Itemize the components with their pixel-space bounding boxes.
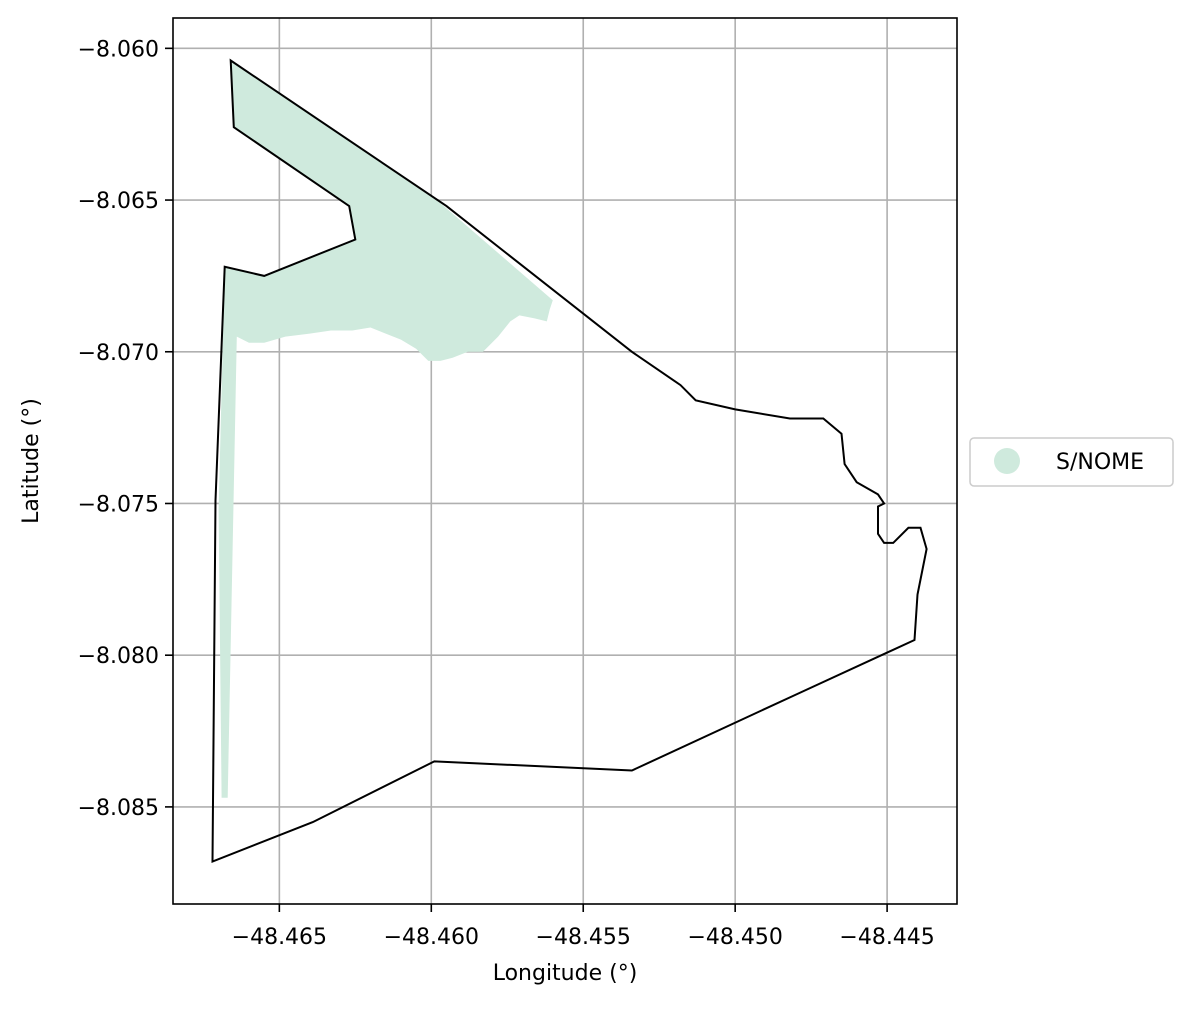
y-tick-label: −8.080	[78, 644, 159, 669]
legend-marker-s-nome	[994, 448, 1020, 474]
y-tick-label: −8.070	[78, 341, 159, 366]
filled-area-s-nome	[218, 60, 553, 798]
x-axis-label: Longitude (°)	[493, 961, 638, 986]
x-tick-label: −48.455	[536, 925, 631, 950]
legend-label-s-nome: S/NOME	[1056, 450, 1144, 475]
x-tick-label: −48.445	[839, 925, 934, 950]
legend: S/NOME	[969, 437, 1174, 487]
x-tick-label: −48.465	[232, 925, 327, 950]
filled-area-layer	[218, 60, 553, 798]
x-axis-ticks: −48.465 −48.460 −48.455 −48.450 −48.445	[232, 904, 935, 950]
y-tick-label: −8.060	[78, 37, 159, 62]
boundary-layer	[211, 58, 928, 863]
y-tick-label: −8.065	[78, 189, 159, 214]
y-tick-label: −8.085	[78, 796, 159, 821]
y-tick-label: −8.075	[78, 492, 159, 517]
x-tick-label: −48.460	[384, 925, 479, 950]
grid-lines	[173, 18, 957, 904]
y-axis-ticks: −8.060 −8.065 −8.070 −8.075 −8.080 −8.085	[78, 37, 173, 821]
boundary-outline	[211, 58, 928, 863]
y-axis-label: Latitude (°)	[19, 398, 44, 524]
legend-frame	[969, 437, 1174, 487]
axes-frame	[172, 17, 958, 905]
x-tick-label: −48.450	[687, 925, 782, 950]
